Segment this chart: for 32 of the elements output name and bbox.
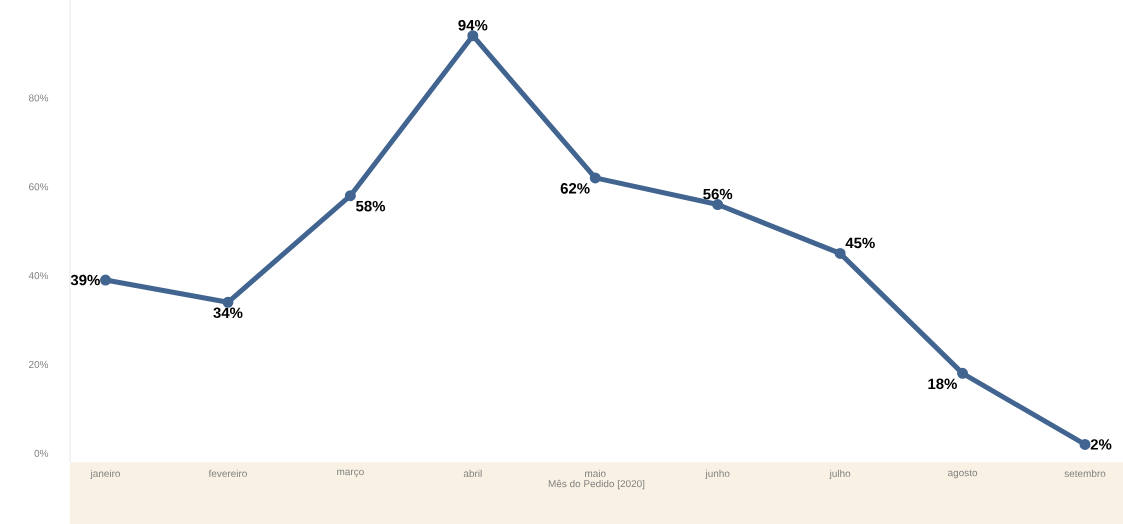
- x-tick-label: março: [337, 469, 364, 478]
- point: [344, 190, 356, 202]
- x-tick-label: abril: [463, 469, 482, 477]
- x-tick-label: junho: [705, 469, 730, 479]
- data-label: 94%: [458, 19, 488, 31]
- point: [589, 172, 601, 184]
- data-label: 39%: [70, 274, 100, 286]
- x-tick-label: agosto: [948, 469, 978, 479]
- x-tick-label: janeiro: [90, 469, 121, 479]
- y-tick-label: 60%: [29, 183, 49, 191]
- data-label: 62%: [560, 182, 590, 194]
- point: [1079, 438, 1091, 450]
- data-label: 56%: [703, 188, 733, 200]
- x-axis-title: Mês do Pedido [2020]: [548, 479, 645, 490]
- point: [957, 367, 969, 379]
- x-tick-label: fevereiro: [208, 469, 247, 477]
- y-tick-label: 40%: [28, 272, 49, 280]
- point: [467, 30, 479, 42]
- point: [222, 296, 234, 308]
- data-label: 58%: [356, 200, 386, 212]
- x-tick-label: maio: [585, 469, 606, 477]
- x-tick-label: setembro: [1064, 469, 1106, 477]
- x-tick-label: julho: [829, 469, 851, 479]
- point: [100, 274, 112, 286]
- data-label: 18%: [928, 378, 957, 390]
- data-label: 34%: [213, 307, 243, 318]
- data-label: 2%: [1090, 439, 1112, 450]
- point: [834, 247, 846, 259]
- data-label: 45%: [845, 237, 875, 249]
- y-tick-label: 20%: [29, 360, 49, 368]
- y-tick-label: 80%: [28, 94, 49, 102]
- y-tick-label: 0%: [34, 449, 49, 457]
